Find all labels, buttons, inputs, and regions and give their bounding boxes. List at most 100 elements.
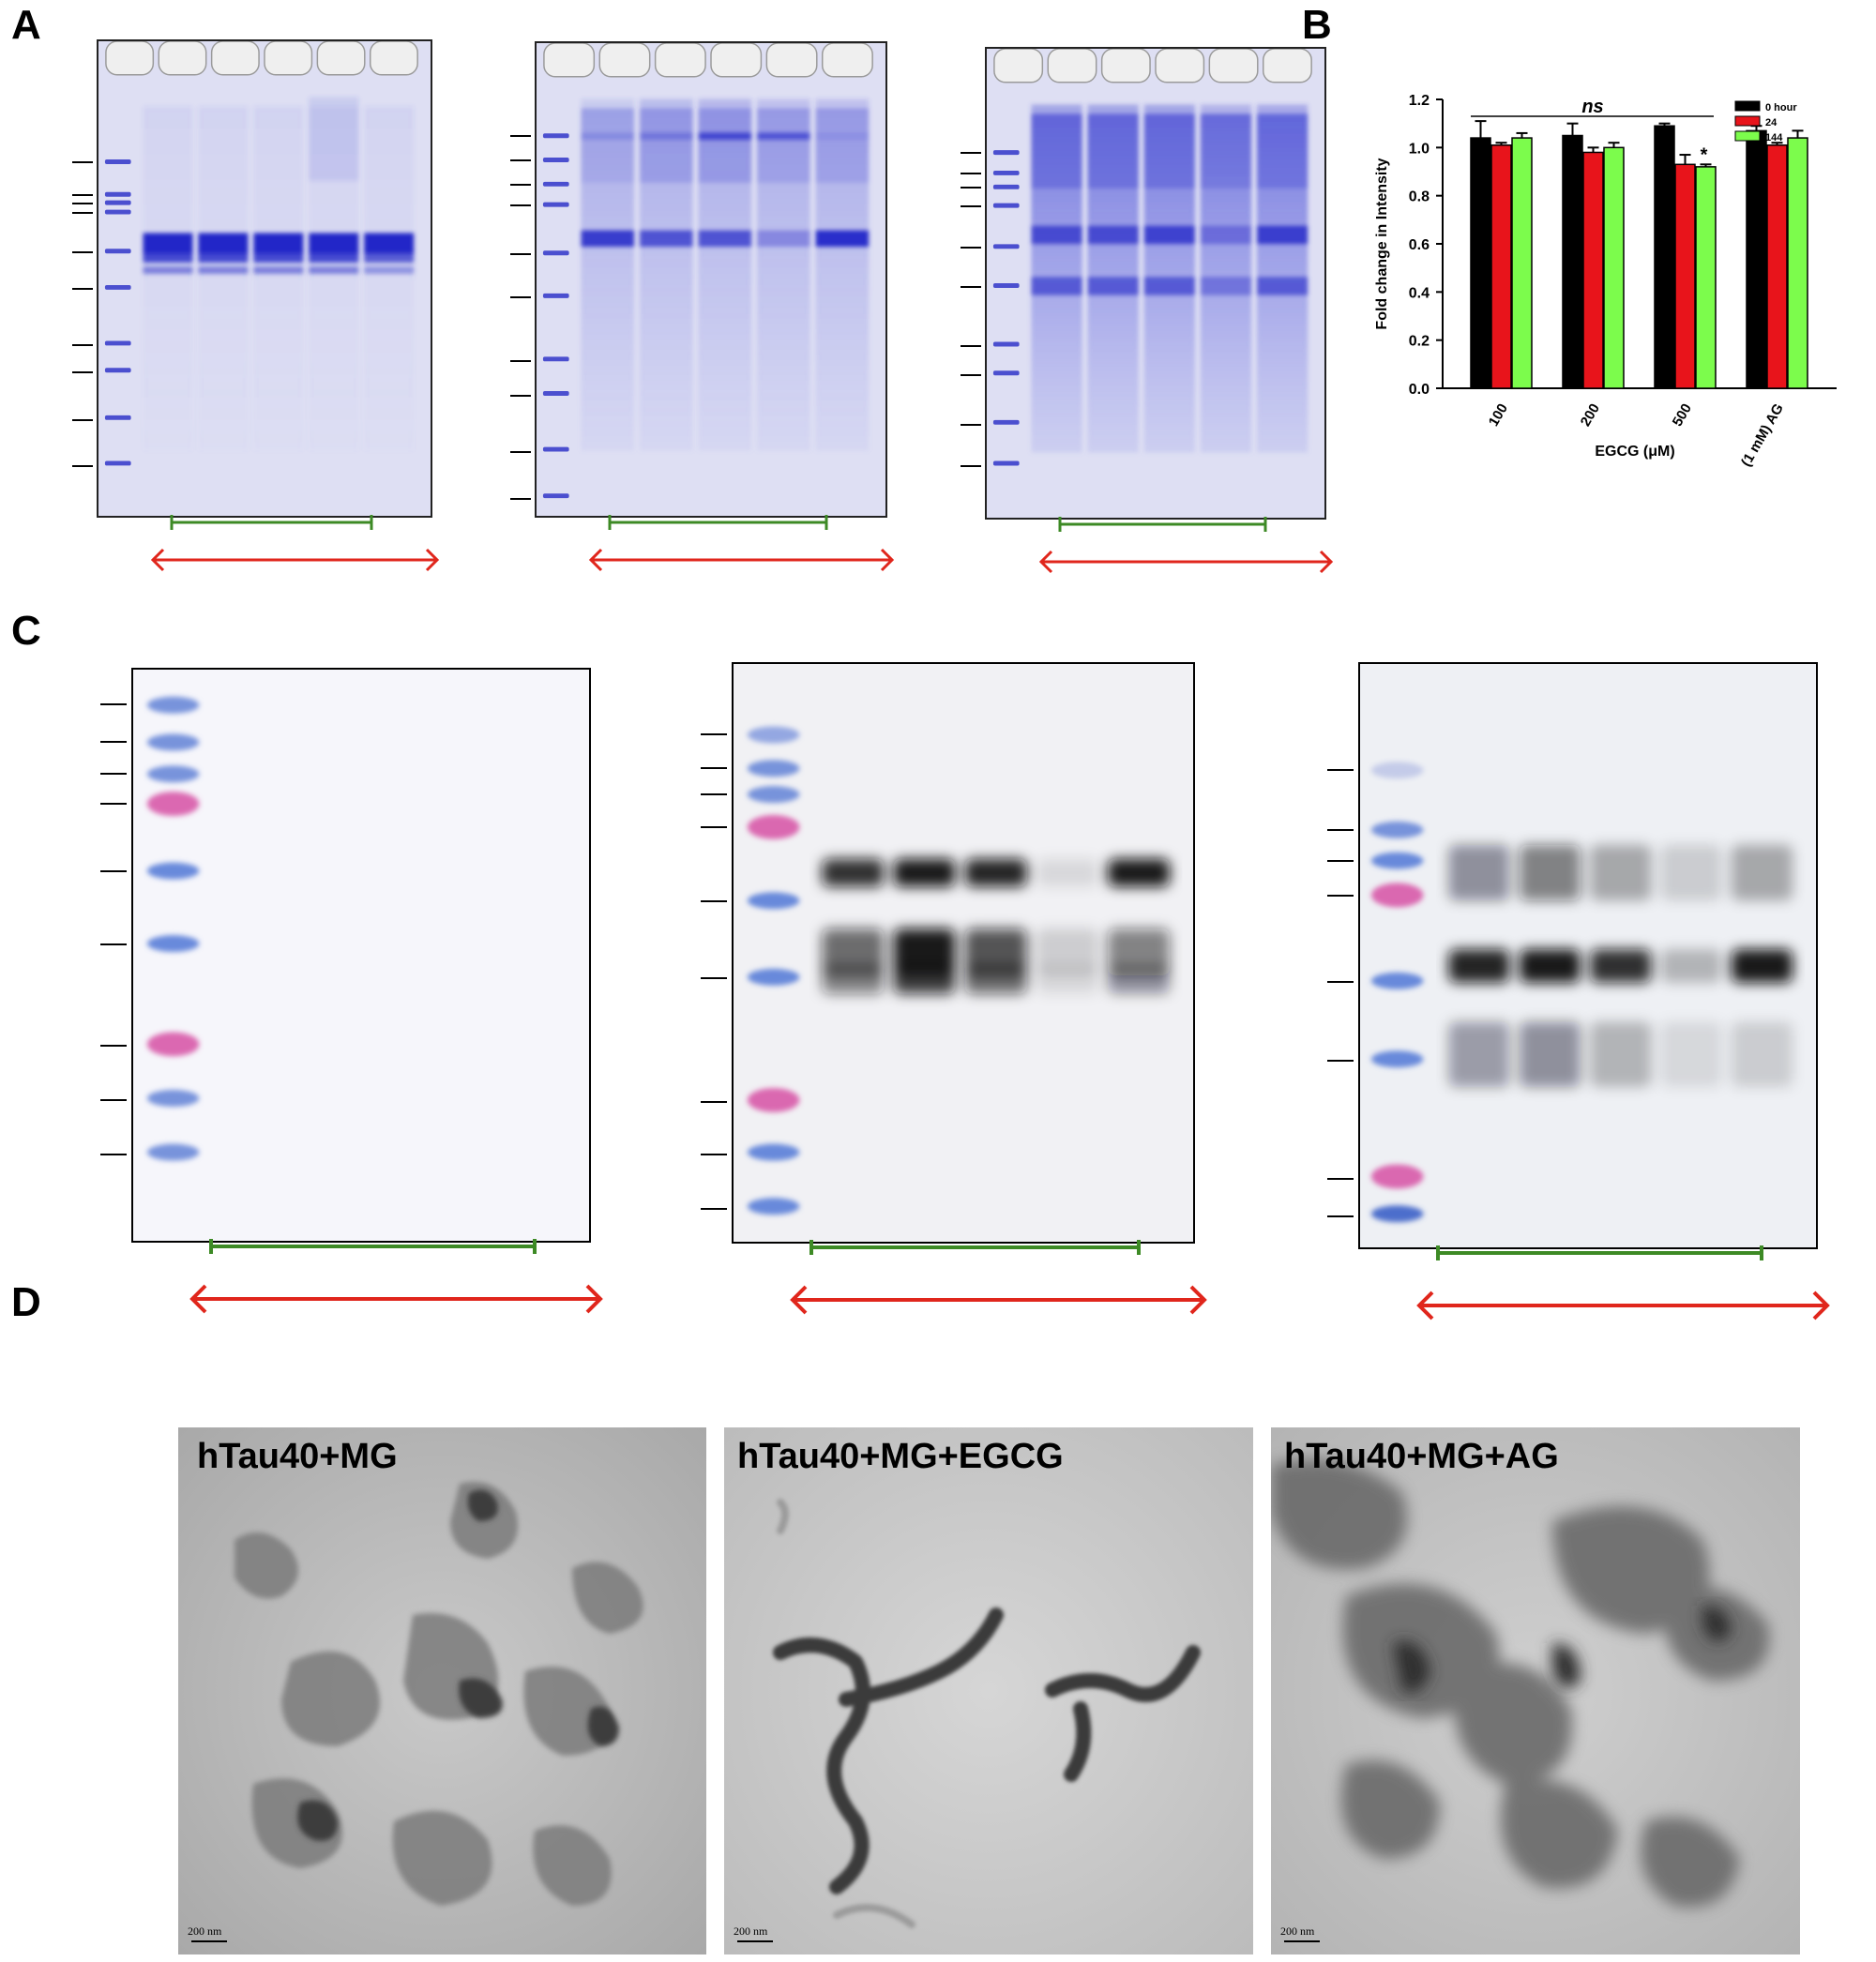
blot-lane [1448,844,1510,1088]
mw-tick [701,793,727,795]
mw-tick [100,870,127,872]
blot-lane [1036,858,1099,994]
gel-lane [1143,104,1195,453]
mw-tick [701,1101,727,1103]
treatment-arrow [189,1284,603,1314]
mw-tick [701,767,727,769]
mw-tick [72,288,93,290]
gel-lane [1031,104,1082,453]
mw-tick [1327,829,1354,831]
mw-tick [510,253,531,255]
gel-well [543,43,596,78]
scale-bar-label: 200 nm [734,1924,768,1938]
mw-tick [961,286,981,288]
mw-tick [72,161,93,163]
x-axis-label: EGCG (μM) [1595,444,1674,460]
mw-tick [701,1208,727,1210]
mw-tick [1327,769,1354,771]
significance-star: * [1701,144,1708,165]
ns-annotation: ns [1581,97,1603,117]
gel-well [369,41,418,76]
tem-label-ag: hTau40+MG+AG [1284,1437,1559,1476]
blot-lane [1660,844,1722,1088]
bar [1695,166,1717,389]
y-tick-label: 0.8 [1409,189,1430,205]
panel-b-chart: 0.0 0.2 0.4 0.6 0.8 1.0 1.2 Fold change in Inte… [1374,93,1837,470]
x-tick-label: 500 [1670,401,1695,430]
mw-tick [100,741,127,743]
western-blot [1358,662,1818,1249]
mw-tick [72,203,93,204]
gel-lane [143,106,193,451]
ladder-lane [542,133,569,499]
x-tick-label: 100 [1486,401,1511,430]
gel-well [1155,49,1205,83]
sds-gel [97,39,432,518]
western-blot [131,668,591,1243]
mw-tick [701,826,727,828]
mw-tick [510,296,531,298]
mw-tick [72,419,93,421]
gel-lane [198,106,249,451]
legend-swatch [1734,100,1761,112]
mw-tick [1327,1178,1354,1180]
scale-bar-label: 200 nm [1280,1924,1315,1938]
bar [1654,125,1675,389]
gel-lane [815,98,870,451]
bar [1746,129,1767,389]
sds-gel [535,41,887,518]
gel-lane [581,98,635,451]
bar [1562,134,1583,389]
mw-tick [510,360,531,362]
mw-tick [510,159,531,161]
mw-tick [1327,1060,1354,1062]
treatment-arrow [150,548,440,572]
western-blot [732,662,1195,1244]
y-tick-label: 1.2 [1409,93,1430,109]
treatment-arrow [1038,550,1334,574]
y-tick-label: 0.0 [1409,382,1430,398]
blot-lane [893,858,956,994]
mw-tick [72,465,93,467]
gel-well [158,41,207,76]
mw-tick [961,205,981,207]
mw-tick [510,498,531,500]
bar [1603,146,1625,389]
blot-lane [1731,844,1793,1088]
mw-tick [510,204,531,206]
gel-well [1047,49,1097,83]
gel-lane [698,98,752,451]
mw-tick [100,773,127,775]
panel-label-a: A [11,2,41,48]
y-tick-label: 1.0 [1409,141,1430,157]
legend-label: 144 [1765,132,1783,143]
panel-label-d: D [11,1279,41,1325]
bar [1674,163,1696,389]
gel-well [316,41,366,76]
gel-well [264,41,313,76]
gel-lane [253,106,304,451]
gel-well [1100,49,1151,83]
mw-tick [100,1099,127,1101]
bar [1490,144,1512,389]
gel-lane [1087,104,1139,453]
mw-tick [701,900,727,902]
mw-tick [1327,860,1354,862]
mw-tick [701,733,727,735]
x-tick-label: (1 mM) AG [1738,401,1787,470]
mw-tick [701,977,727,979]
ladder-lane [104,159,131,466]
legend-label: 0 hour [1765,102,1797,113]
mw-tick [961,187,981,189]
mw-tick [72,212,93,214]
treatment-arrow [588,548,895,572]
mw-tick [961,465,981,467]
gel-well [710,43,763,78]
sds-gel [985,47,1326,520]
mw-tick [1327,1215,1354,1217]
y-tick-label: 0.4 [1409,285,1430,301]
blot-lane [1519,844,1581,1088]
mw-tick [72,344,93,346]
x-tick-label: 200 [1578,401,1603,430]
